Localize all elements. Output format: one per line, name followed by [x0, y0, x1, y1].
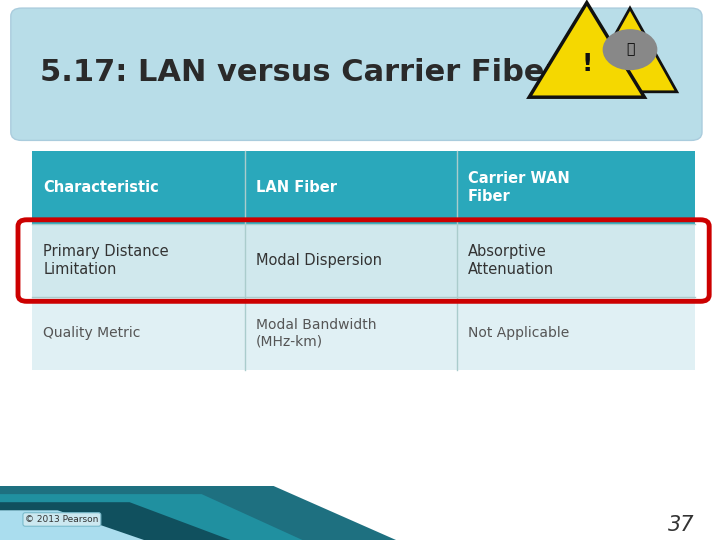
- Polygon shape: [0, 486, 396, 540]
- Text: Modal Dispersion: Modal Dispersion: [256, 253, 382, 268]
- Bar: [32, 224, 695, 297]
- Text: Carrier WAN
Fiber: Carrier WAN Fiber: [468, 172, 570, 204]
- Text: Characteristic: Characteristic: [43, 180, 159, 195]
- Text: © 2013 Pearson: © 2013 Pearson: [25, 515, 99, 524]
- Polygon shape: [0, 510, 144, 540]
- Text: 37: 37: [668, 515, 695, 535]
- Text: LAN Fiber: LAN Fiber: [256, 180, 337, 195]
- Text: Quality Metric: Quality Metric: [43, 327, 140, 340]
- Polygon shape: [0, 502, 230, 540]
- Text: Modal Bandwidth
(MHz-km): Modal Bandwidth (MHz-km): [256, 319, 376, 348]
- Text: Not Applicable: Not Applicable: [468, 327, 570, 340]
- Polygon shape: [0, 494, 302, 540]
- Text: 5.17: LAN versus Carrier Fiber: 5.17: LAN versus Carrier Fiber: [40, 58, 559, 87]
- Text: Absorptive
Attenuation: Absorptive Attenuation: [468, 244, 554, 276]
- Text: 🧠: 🧠: [626, 43, 634, 57]
- Bar: [32, 151, 695, 224]
- Text: !: !: [581, 52, 593, 76]
- Polygon shape: [583, 8, 677, 92]
- Bar: [32, 297, 695, 370]
- Text: Primary Distance
Limitation: Primary Distance Limitation: [43, 244, 168, 276]
- Polygon shape: [529, 3, 644, 97]
- FancyBboxPatch shape: [11, 8, 702, 140]
- Circle shape: [603, 29, 657, 70]
